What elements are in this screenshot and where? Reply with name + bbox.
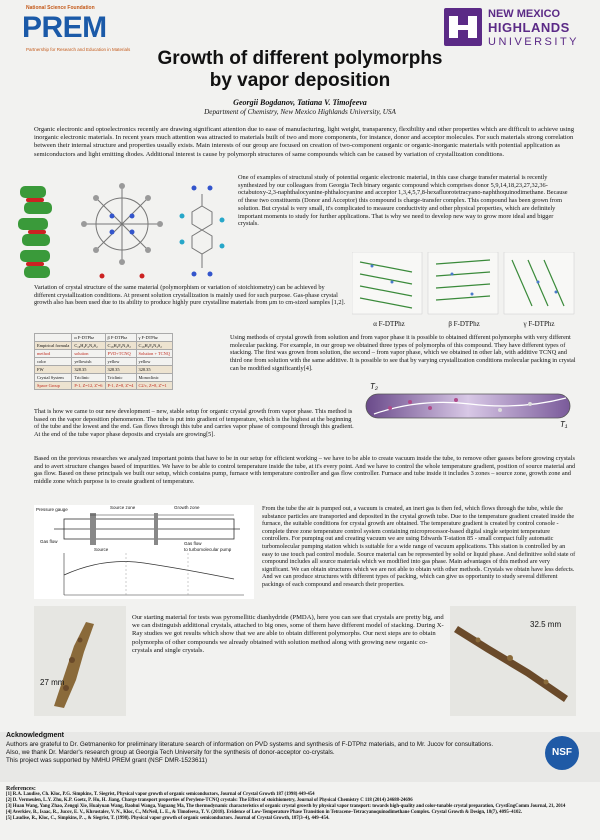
affiliation: Department of Chemistry, New Mexico High… <box>204 108 396 116</box>
nmhu-emblem-icon <box>444 8 482 46</box>
nsf-logo: NSF <box>545 736 579 770</box>
table-cell: yellow <box>135 357 173 366</box>
table-cell: P-1, Z=12, Z'=6 <box>71 381 106 390</box>
table-row: method solution PVD+TCNQ Solution + TCNQ <box>33 349 173 358</box>
table-cell <box>33 333 73 342</box>
table-cell: FW <box>33 365 73 374</box>
table-cell: yellowish <box>71 357 106 366</box>
label-alpha: α F-DTPhz <box>373 320 405 328</box>
nmhu-line-1: NEW MEXICO <box>488 8 561 20</box>
table-cell: C2/c, Z=8, Z'=1 <box>135 381 173 390</box>
table-cell: C₁₈H₄F₆N₂S₂ <box>71 341 106 350</box>
gas-flow-out-label: Gas flow <box>184 541 202 546</box>
to-pump-label: to turbomolecular pump <box>184 547 232 552</box>
setup-paragraph: From the tube the air is pumped out, a v… <box>262 505 576 588</box>
methods-paragraph: Using methods of crystal growth from sol… <box>230 334 576 372</box>
crystal-photo-left: 27 mm <box>34 606 126 716</box>
example-paragraph: One of examples of structural study of p… <box>238 174 568 228</box>
poster-title: Growth of different polymorphs by vapor … <box>0 48 600 92</box>
table-cell: P-1, Z=8, Z'=4 <box>104 381 137 390</box>
table-cell: Empirical formula <box>33 341 73 350</box>
table-row: Crystal System Triclinic Triclinic Monoclin… <box>33 373 173 382</box>
variation-paragraph: Variation of crystal structure of the sa… <box>34 284 346 307</box>
table-cell: 328.35 <box>104 365 137 374</box>
table-cell: 328.35 <box>71 365 106 374</box>
table-cell: color <box>33 357 73 366</box>
prem-logo: National Science Foundation PREM Partner… <box>8 3 158 55</box>
scale-left: 27 mm <box>40 678 65 687</box>
table-cell: Monoclinic <box>135 373 173 382</box>
table-row: FW 328.35 328.35 328.35 <box>33 365 173 374</box>
table-cell: 328.35 <box>135 365 173 374</box>
pressure-gauge-label: Pressure gauge <box>36 507 68 512</box>
source-label: Source <box>94 547 109 552</box>
table-cell: γ F-DTPhz <box>135 333 173 342</box>
ack-body: Authors are grateful to Dr. Getmanenko f… <box>6 741 494 764</box>
prem-top-text: National Science Foundation <box>26 5 95 11</box>
table-cell: Solution + TCNQ <box>135 349 173 358</box>
t1-label: T₁ <box>560 420 568 429</box>
temperature-gradient-tube: T₂ T₁ <box>360 382 576 430</box>
nmhu-line-2: HIGHLANDS <box>488 20 570 35</box>
scale-right: 32.5 mm <box>530 620 562 629</box>
source-zone-label: Source zone <box>110 505 136 510</box>
table-cell: C₁₈H₄F₆N₂S₂ <box>104 341 137 350</box>
table-cell: PVD+TCNQ <box>104 349 137 358</box>
table-cell: Space Group <box>33 381 73 390</box>
table-cell: method <box>33 349 73 358</box>
properties-table: α F-DTPhz β F-DTPhz γ F-DTPhz Empirical … <box>33 333 173 390</box>
table-row: color yellowish yellow yellow <box>33 357 173 366</box>
setup-diagram: Pressure gauge Source zone Growth zone G… <box>34 505 254 599</box>
table-cell: C₁₈H₄F₆N₂S₂ <box>135 341 173 350</box>
title-line-2: by vapor deposition <box>209 70 391 91</box>
analysis-paragraph: Based on the previous researches we anal… <box>34 455 576 486</box>
refs-heading: References: <box>6 786 36 792</box>
title-line-1: Growth of different polymorphs <box>157 48 443 69</box>
prem-wordmark: PREM <box>22 11 107 44</box>
acknowledgment-section: Acknowledgment Authors are grateful to D… <box>0 732 600 782</box>
ack-heading: Acknowledgment <box>6 732 64 739</box>
table-row: Space Group P-1, Z=12, Z'=6 P-1, Z=8, Z'=4… <box>33 381 173 390</box>
references-section: References: [1] R.A. Laudise, Ch. Kloc, … <box>6 786 586 822</box>
reference-item: [5] Laudise, R., Kloc, C., Simpkins, P. … <box>6 816 330 821</box>
reference-item: [3] Huan Wang, Yang Zhao, Zengqi Xie, Hu… <box>6 804 566 809</box>
reference-item: [4] Averkiev, B., Isaac, R., Jucov, E. V… <box>6 810 522 815</box>
table-header-row: α F-DTPhz β F-DTPhz γ F-DTPhz <box>33 333 173 342</box>
gas-flow-in-label: Gas flow <box>40 539 58 544</box>
table-cell: yellow <box>104 357 137 366</box>
table-cell: Triclinic <box>71 373 106 382</box>
development-paragraph: That is how we came to our new developme… <box>34 408 354 439</box>
start-paragraph: Our starting material for tests was pyro… <box>132 614 444 654</box>
prem-sub-text: Partnership for Research and Education i… <box>26 47 131 52</box>
reference-item: [1] R.A. Laudise, Ch. Kloc, P.G. Simpkin… <box>6 792 315 797</box>
polymorph-packing-images <box>351 251 576 316</box>
polymorph-labels: α F-DTPhz β F-DTPhz γ F-DTPhz <box>352 320 576 328</box>
authors: Georgii Bogdanov, Tatiana V. Timofeeva <box>233 98 367 107</box>
table-cell: Triclinic <box>104 373 137 382</box>
nmhu-logo: NEW MEXICO HIGHLANDS UNIVERSITY <box>444 6 594 56</box>
label-beta: β F-DTPhz <box>448 320 480 328</box>
growth-zone-label: Growth zone <box>174 505 200 510</box>
table-cell: Crystal System <box>33 373 73 382</box>
label-gamma: γ F-DTPhz <box>523 320 555 328</box>
nmhu-line-3: UNIVERSITY <box>488 36 580 48</box>
nsf-logo-text: NSF <box>552 747 572 758</box>
reference-item: [2] D. Vermeulen, L.Y. Zhu, K.P. Goetz, … <box>6 798 413 803</box>
crystal-structure-figure <box>12 176 232 288</box>
table-cell: solution <box>71 349 106 358</box>
crystal-photo-right: 32.5 mm <box>450 606 576 716</box>
table-row: Empirical formula C₁₈H₄F₆N₂S₂ C₁₈H₄F₆N₂S₂ C… <box>33 341 173 350</box>
t2-label: T₂ <box>370 382 378 391</box>
intro-paragraph: Organic electronic and optoelectronics r… <box>34 126 575 158</box>
table-cell: α F-DTPhz <box>71 333 106 342</box>
table-cell: β F-DTPhz <box>104 333 137 342</box>
